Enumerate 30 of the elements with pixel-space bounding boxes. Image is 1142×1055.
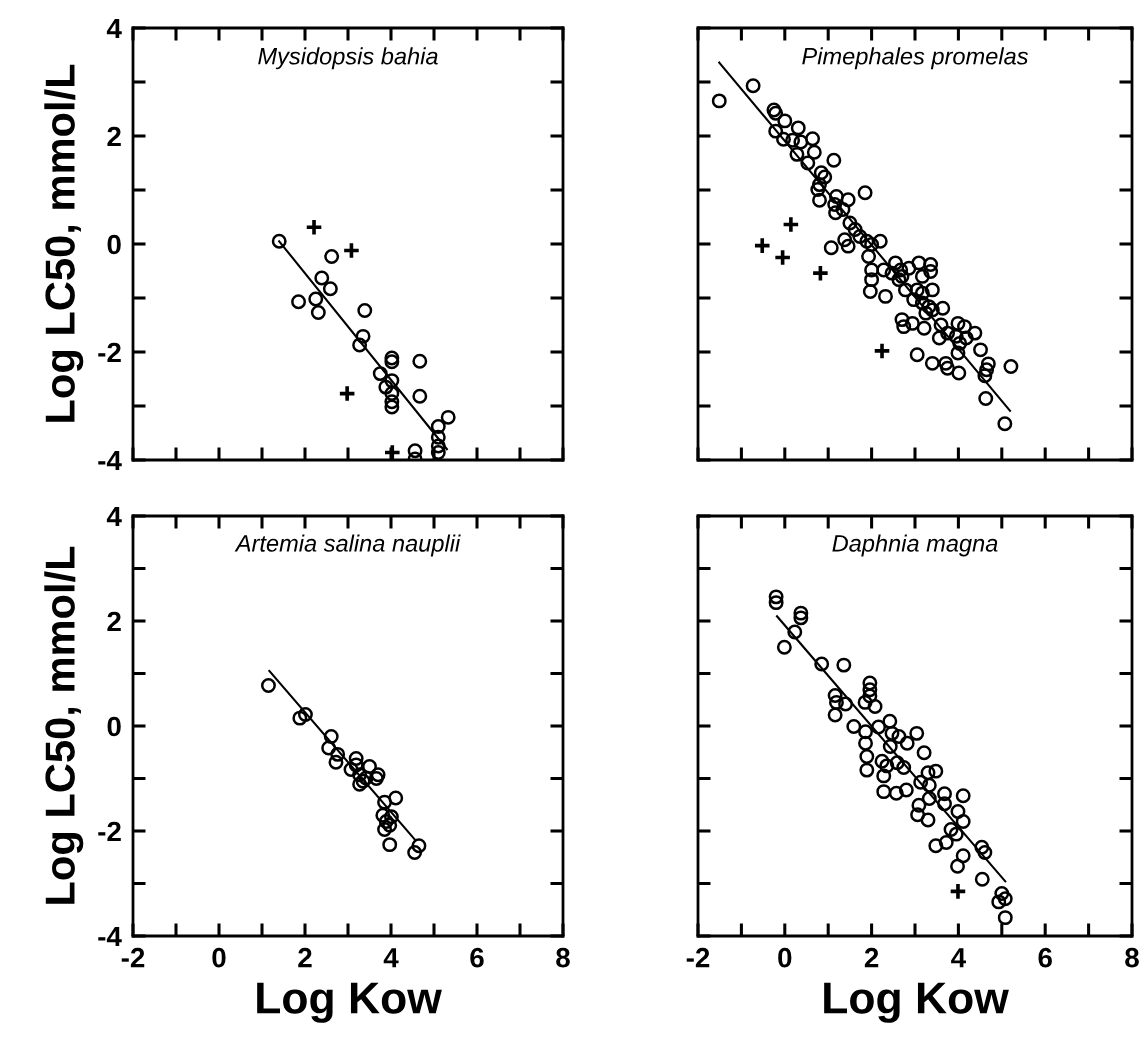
x-axis-title: Log Kow [257, 982, 442, 1023]
x-tick-label: -2 [686, 947, 710, 968]
x-tick-label: 6 [1038, 947, 1052, 968]
text: Mysidopsis bahia [258, 47, 438, 70]
y-tick-label: 4 [106, 506, 122, 527]
y-tick-label: -4 [98, 926, 122, 947]
y-tick-label: 0 [107, 234, 121, 255]
x-tick-label: 4 [951, 948, 966, 968]
y-tick-label: 4 [106, 18, 122, 39]
x-tick-label: 6 [470, 947, 484, 968]
text: Pimephales promelas [802, 47, 1029, 70]
y-tick-label: -4 [98, 450, 122, 471]
x-tick-label: 0 [778, 947, 792, 968]
x-tick-label: 0 [212, 947, 226, 968]
y-tick-label: -2 [98, 821, 121, 842]
text: Artemia salina nauplii [234, 534, 461, 557]
x-tick-label: 2 [298, 947, 312, 968]
y-axis-title: Log LC50, mmol/L [44, 546, 84, 904]
x-axis-title: Log Kow [824, 982, 1009, 1023]
x-tick-label: 8 [1125, 947, 1139, 968]
y-tick-label: -2 [98, 342, 121, 363]
x-tick-label: 4 [383, 948, 399, 968]
text: Daphnia magna [832, 534, 998, 557]
y-tick-label: 0 [107, 716, 121, 737]
x-tick-label: 2 [864, 947, 879, 968]
y-tick-label: 2 [107, 126, 121, 147]
y-tick-label: 2 [107, 611, 121, 632]
x-tick-label: 8 [556, 947, 570, 968]
y-axis-title: Log LC50, mmol/L [44, 64, 84, 422]
x-tick-label: -2 [121, 947, 145, 968]
